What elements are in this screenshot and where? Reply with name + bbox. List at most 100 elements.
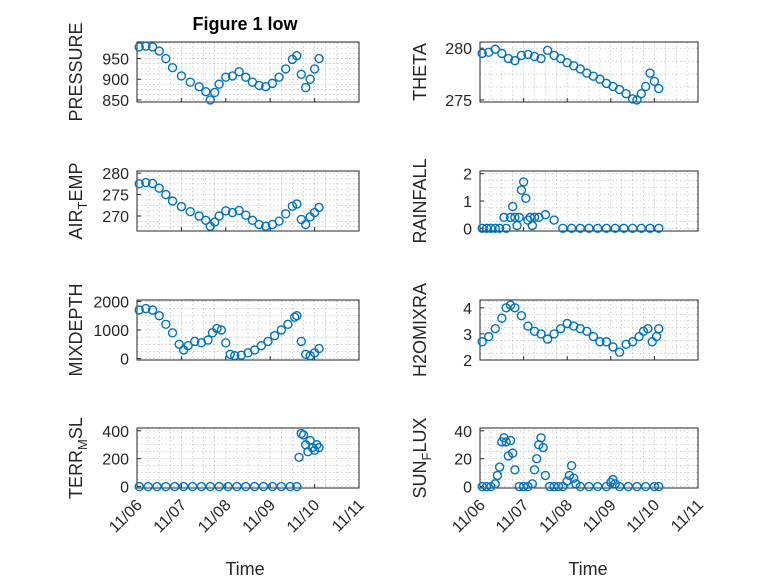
data-point	[575, 223, 585, 233]
data-points	[134, 428, 324, 492]
figure-title: Figure 1 low	[192, 14, 298, 34]
data-point	[141, 303, 151, 314]
y-tick-label: 900	[102, 72, 129, 89]
data-point	[477, 481, 487, 492]
data-point	[505, 435, 516, 446]
y-tick-label: 280	[445, 41, 472, 58]
data-point	[147, 305, 158, 315]
data-point	[212, 323, 222, 334]
data-point	[531, 453, 542, 464]
data-point	[261, 221, 271, 231]
data-point	[227, 71, 238, 81]
data-point	[623, 481, 633, 492]
x-tick-label: 11/09	[240, 497, 280, 537]
y-axis-label: SUNFLUX	[410, 418, 434, 499]
data-point	[627, 223, 638, 233]
data-point	[221, 338, 231, 348]
data-point	[540, 470, 551, 481]
data-point	[477, 223, 487, 233]
data-point	[276, 325, 286, 335]
y-tick-label: 4	[463, 301, 472, 318]
plot-frame	[479, 427, 699, 489]
subplot-grid: 850 900 950 PRESSURE 275 280 THETA 270 275 280 AIR…	[66, 22, 707, 536]
data-point	[529, 465, 540, 475]
data-point	[292, 311, 302, 321]
y-tick-label: 200	[102, 452, 129, 469]
chart-panel-bottom-right: 0 20 40 11/06 11/07 11/08 11/09 11/10 11/11 SUNFL…	[410, 418, 707, 537]
data-point	[249, 481, 260, 492]
data-point	[194, 211, 204, 221]
data-point	[294, 452, 304, 463]
y-tick-label: 0	[120, 352, 129, 369]
y-tick-label: 280	[102, 166, 129, 183]
data-point	[542, 45, 553, 55]
data-point	[301, 82, 311, 93]
data-point	[518, 481, 529, 492]
data-point	[529, 212, 540, 223]
data-point	[194, 81, 204, 92]
data-point	[492, 470, 503, 481]
data-point	[654, 83, 664, 94]
data-point	[514, 212, 524, 223]
x-tick-label: 11/11	[329, 497, 368, 536]
plot-frame	[136, 427, 360, 489]
y-tick-label: 40	[454, 424, 472, 441]
chart-panel-top-left: 850 900 950 PRESSURE	[66, 22, 360, 122]
data-point	[505, 212, 516, 223]
data-point	[649, 76, 660, 87]
data-point	[484, 331, 494, 342]
data-point	[285, 481, 295, 492]
data-point	[296, 336, 306, 347]
data-point	[221, 206, 231, 216]
y-grid	[480, 430, 698, 487]
data-point	[645, 223, 655, 233]
data-point	[510, 55, 520, 66]
data-point	[523, 321, 533, 331]
data-point	[227, 207, 238, 218]
x-tick-label: 11/10	[624, 497, 664, 537]
data-point	[538, 442, 548, 453]
data-point	[205, 95, 215, 105]
x-tick-label: 11/08	[537, 497, 577, 537]
x-tick-label: 11/10	[284, 497, 324, 537]
data-point	[486, 223, 496, 233]
data-point	[309, 64, 320, 74]
data-point	[161, 481, 171, 492]
data-points	[477, 44, 664, 105]
data-point	[481, 223, 492, 233]
data-point	[614, 84, 625, 95]
y-tick-label: 950	[102, 52, 129, 69]
data-point	[610, 223, 620, 233]
data-points	[477, 300, 664, 357]
data-point	[167, 196, 178, 206]
data-point	[289, 312, 300, 322]
data-point	[203, 335, 213, 345]
chart-panel-lower-left: 0 1000 2000 MIXDEPTH	[66, 283, 360, 377]
data-point	[654, 323, 664, 334]
data-point	[292, 199, 302, 209]
data-point	[497, 48, 507, 59]
data-point	[536, 53, 546, 64]
data-point	[143, 481, 153, 492]
data-point	[241, 72, 251, 82]
data-point	[640, 481, 651, 492]
data-point	[301, 349, 311, 359]
data-point	[221, 72, 231, 82]
data-point	[601, 223, 612, 233]
data-point	[555, 53, 566, 64]
y-tick-label: 1	[463, 194, 472, 211]
y-tick-label: 275	[445, 93, 472, 110]
data-point	[314, 343, 324, 354]
data-point	[654, 223, 664, 233]
chart-panel-middle-left: 270 275 280 AIRTEMP	[66, 163, 360, 239]
data-point	[575, 64, 585, 74]
data-point	[508, 201, 518, 212]
data-point	[627, 94, 638, 104]
data-point	[510, 212, 520, 223]
y-axis-label: PRESSURE	[66, 22, 86, 121]
data-points	[134, 303, 324, 361]
data-point	[514, 481, 524, 492]
y-tick-label: 3	[463, 327, 472, 344]
data-point	[608, 342, 618, 352]
data-point	[645, 68, 655, 78]
